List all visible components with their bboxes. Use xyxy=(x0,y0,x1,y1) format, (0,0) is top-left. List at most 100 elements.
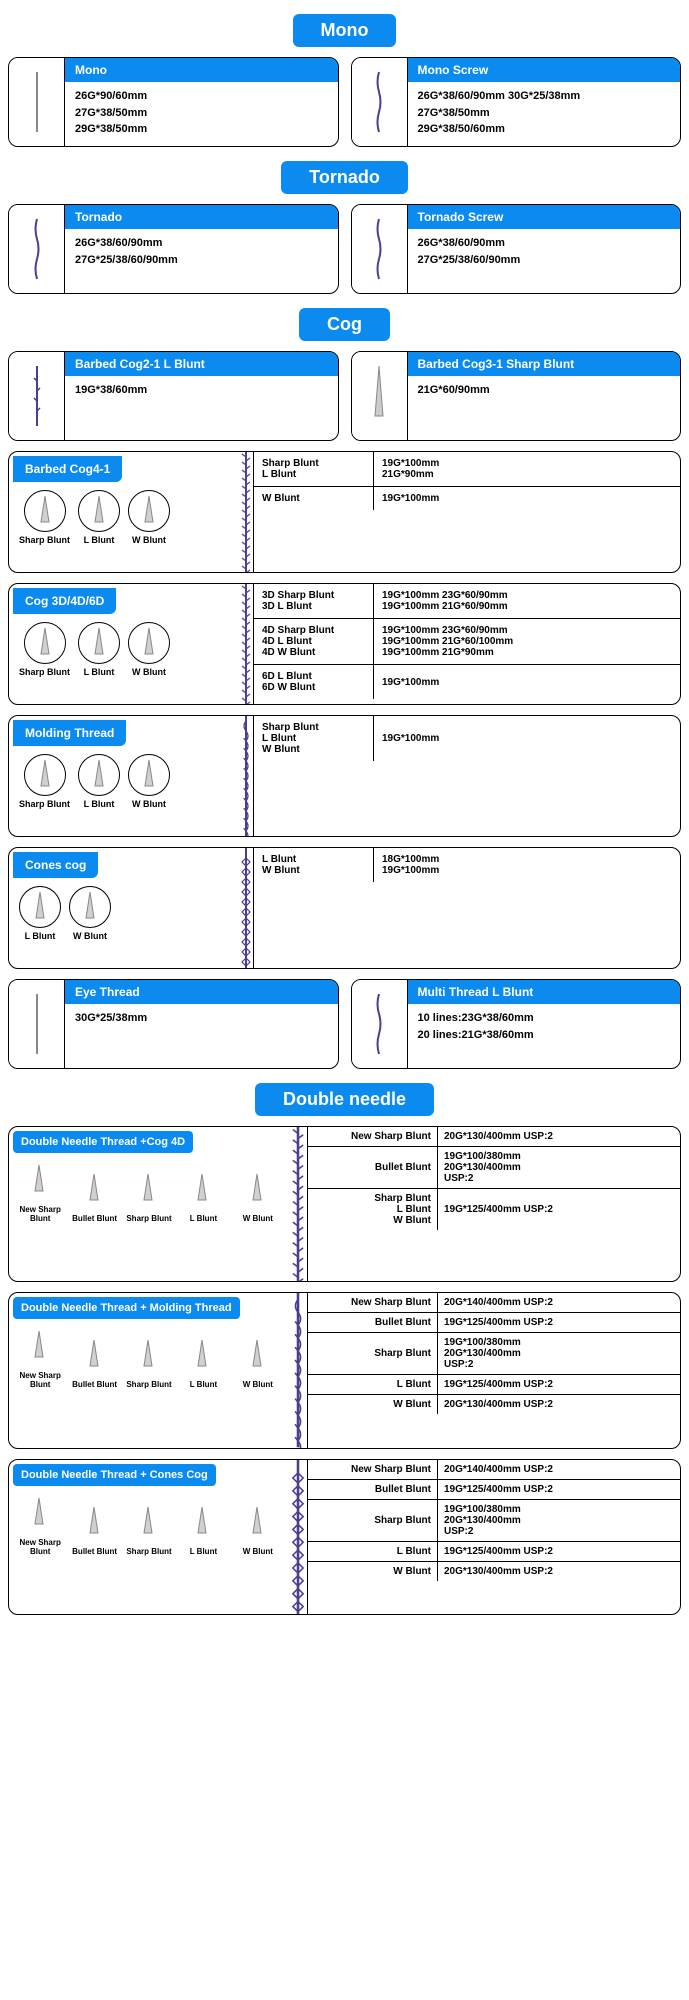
card-specs: 21G*60/90mm xyxy=(408,376,681,405)
needle-thumb xyxy=(352,980,408,1068)
row-label: W Blunt xyxy=(254,487,374,510)
thread-graphic xyxy=(239,848,253,968)
wide-title: Barbed Cog4-1 xyxy=(13,456,122,482)
tip-item: Sharp Blunt xyxy=(19,622,70,677)
card-title: Eye Thread xyxy=(65,980,338,1004)
needle-thumb xyxy=(9,980,65,1068)
needle-thumb xyxy=(352,352,408,440)
card-specs: 30G*25/38mm xyxy=(65,1004,338,1033)
row-label: 3D Sharp Blunt3D L Blunt xyxy=(254,584,374,618)
product-card: Eye Thread 30G*25/38mm xyxy=(8,979,339,1069)
thread-graphic xyxy=(289,1460,307,1614)
tip-item: L Blunt xyxy=(178,1172,228,1223)
row-value: 19G*100mm21G*90mm xyxy=(374,452,680,486)
card-specs: 26G*90/60mm27G*38/50mm29G*38/50mm xyxy=(65,82,338,144)
tip-item: Sharp Blunt xyxy=(19,754,70,809)
row-label: Sharp BluntL BluntW Blunt xyxy=(254,716,374,761)
tip-item: L Blunt xyxy=(78,622,120,677)
row-value: 19G*100mm xyxy=(374,487,680,510)
section-header: Double needle xyxy=(255,1083,434,1116)
tip-item: New Sharp Blunt xyxy=(15,1163,65,1223)
section-header: Tornado xyxy=(281,161,408,194)
card-title: Tornado xyxy=(65,205,338,229)
card-title: Tornado Screw xyxy=(408,205,681,229)
row-label: L BluntW Blunt xyxy=(254,848,374,882)
row-value: 18G*100mm19G*100mm xyxy=(374,848,680,882)
tip-item: Sharp Blunt xyxy=(19,490,70,545)
double-needle-card: Double Needle Thread + Cones Cog New Sha… xyxy=(8,1459,681,1615)
product-card: Tornado Screw 26G*38/60/90mm27G*25/38/60… xyxy=(351,204,682,294)
tip-item: New Sharp Blunt xyxy=(15,1496,65,1556)
needle-thumb xyxy=(352,205,408,293)
row-label: 6D L Blunt6D W Blunt xyxy=(254,665,374,699)
tip-item: W Blunt xyxy=(69,886,111,941)
row-label: Bullet Blunt xyxy=(308,1313,438,1332)
row-label: New Sharp Blunt xyxy=(308,1127,438,1146)
card-title: Barbed Cog3-1 Sharp Blunt xyxy=(408,352,681,376)
row-value: 19G*100mm xyxy=(374,716,680,761)
row-value: 19G*100mm 23G*60/90mm19G*100mm 21G*60/10… xyxy=(374,619,680,664)
tip-item: W Blunt xyxy=(128,622,170,677)
section-header: Mono xyxy=(293,14,397,47)
row-value: 19G*125/400mm USP:2 xyxy=(438,1542,680,1561)
row-value: 19G*125/400mm USP:2 xyxy=(438,1375,680,1394)
thread-graphic xyxy=(239,452,253,572)
card-title: Multi Thread L Blunt xyxy=(408,980,681,1004)
row-label: New Sharp Blunt xyxy=(308,1460,438,1479)
thread-graphic xyxy=(239,584,253,704)
card-specs: 26G*38/60/90mm27G*25/38/60/90mm xyxy=(65,229,338,274)
row-label: W Blunt xyxy=(308,1562,438,1581)
row-value: 20G*130/400mm USP:2 xyxy=(438,1127,680,1146)
needle-thumb xyxy=(9,205,65,293)
row-value: 19G*100mm xyxy=(374,665,680,699)
tip-item: Sharp Blunt xyxy=(124,1338,174,1389)
row-label: Bullet Blunt xyxy=(308,1480,438,1499)
thread-graphic xyxy=(239,716,253,836)
card-title: Mono Screw xyxy=(408,58,681,82)
wide-card: Cog 3D/4D/6D Sharp BluntL BluntW Blunt 3… xyxy=(8,583,681,705)
tip-item: L Blunt xyxy=(178,1338,228,1389)
product-card: Barbed Cog3-1 Sharp Blunt 21G*60/90mm xyxy=(351,351,682,441)
row-value: 20G*140/400mm USP:2 xyxy=(438,1460,680,1479)
tip-item: W Blunt xyxy=(128,490,170,545)
row-label: L Blunt xyxy=(308,1375,438,1394)
tip-item: W Blunt xyxy=(233,1505,283,1556)
card-title: Mono xyxy=(65,58,338,82)
tip-item: W Blunt xyxy=(233,1338,283,1389)
wide-title: Cog 3D/4D/6D xyxy=(13,588,116,614)
row-value: 19G*125/400mm USP:2 xyxy=(438,1480,680,1499)
card-specs: 19G*38/60mm xyxy=(65,376,338,405)
tip-item: Sharp Blunt xyxy=(124,1505,174,1556)
row-label: Sharp BluntL BluntW Blunt xyxy=(308,1189,438,1230)
wide-card: Barbed Cog4-1 Sharp BluntL BluntW Blunt … xyxy=(8,451,681,573)
row-value: 19G*100/380mm20G*130/400mmUSP:2 xyxy=(438,1147,680,1188)
row-label: 4D Sharp Blunt4D L Blunt4D W Blunt xyxy=(254,619,374,664)
thread-graphic xyxy=(289,1293,307,1447)
wide-title: Molding Thread xyxy=(13,720,126,746)
tip-item: L Blunt xyxy=(78,490,120,545)
needle-thumb xyxy=(9,58,65,146)
dn-title: Double Needle Thread + Cones Cog xyxy=(13,1464,216,1486)
tip-item: Bullet Blunt xyxy=(69,1172,119,1223)
card-specs: 10 lines:23G*38/60mm20 lines:21G*38/60mm xyxy=(408,1004,681,1049)
dn-title: Double Needle Thread + Molding Thread xyxy=(13,1297,240,1319)
thread-graphic xyxy=(289,1127,307,1281)
double-needle-card: Double Needle Thread + Molding Thread Ne… xyxy=(8,1292,681,1448)
row-value: 20G*140/400mm USP:2 xyxy=(438,1293,680,1312)
row-label: Sharp Blunt xyxy=(308,1500,438,1541)
card-specs: 26G*38/60/90mm 30G*25/38mm27G*38/50mm29G… xyxy=(408,82,681,144)
row-value: 19G*100mm 23G*60/90mm19G*100mm 21G*60/90… xyxy=(374,584,680,618)
tip-item: L Blunt xyxy=(178,1505,228,1556)
row-label: Sharp BluntL Blunt xyxy=(254,452,374,486)
product-card: Multi Thread L Blunt 10 lines:23G*38/60m… xyxy=(351,979,682,1069)
needle-thumb xyxy=(352,58,408,146)
row-value: 20G*130/400mm USP:2 xyxy=(438,1395,680,1414)
row-value: 20G*130/400mm USP:2 xyxy=(438,1562,680,1581)
dn-title: Double Needle Thread +Cog 4D xyxy=(13,1131,193,1153)
tip-item: Bullet Blunt xyxy=(69,1338,119,1389)
row-label: Bullet Blunt xyxy=(308,1147,438,1188)
tip-item: W Blunt xyxy=(128,754,170,809)
row-label: New Sharp Blunt xyxy=(308,1293,438,1312)
tip-item: Bullet Blunt xyxy=(69,1505,119,1556)
tip-item: Sharp Blunt xyxy=(124,1172,174,1223)
